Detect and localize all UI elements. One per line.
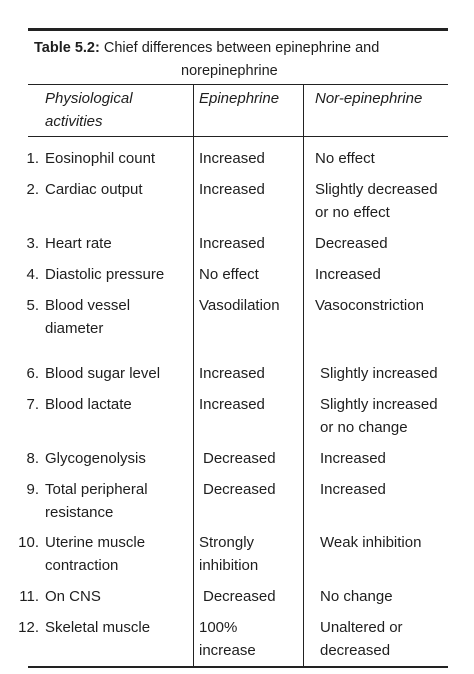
table-label: Table 5.2: <box>34 40 100 56</box>
rule <box>28 84 448 85</box>
norepinephrine-effect: No effect <box>315 150 375 167</box>
norepinephrine-effect: Increased <box>315 266 381 283</box>
epinephrine-effect: Decreased <box>203 481 276 498</box>
row-number: 7. <box>26 396 39 413</box>
activity: On CNS <box>45 588 101 605</box>
epinephrine-effect: Decreased <box>203 588 276 605</box>
top-rule <box>28 28 448 31</box>
activity: Uterine muscle <box>45 534 146 551</box>
column-header: Epinephrine <box>199 90 280 107</box>
norepinephrine-effect: Slightly increased <box>320 365 438 382</box>
row-number: 11. <box>19 588 39 605</box>
epinephrine-effect: Increased <box>199 150 265 167</box>
column-header: activities <box>45 113 103 130</box>
column-rule <box>193 84 194 666</box>
epinephrine-effect: increase <box>199 642 256 659</box>
norepinephrine-effect: Slightly increased <box>320 396 438 413</box>
activity: contraction <box>45 557 119 574</box>
column-rule <box>303 84 304 666</box>
activity: Blood sugar level <box>45 365 161 382</box>
table-caption: Chief differences between epinephrine an… <box>103 40 380 56</box>
activity: resistance <box>45 504 114 521</box>
norepinephrine-effect: Increased <box>320 450 386 467</box>
row-number: 12. <box>18 619 39 636</box>
norepinephrine-effect: No change <box>320 588 393 605</box>
row-number: 9. <box>26 481 39 498</box>
activity: Skeletal muscle <box>45 619 151 636</box>
activity: Blood vessel <box>45 297 131 314</box>
activity: diameter <box>45 320 104 337</box>
norepinephrine-effect: decreased <box>320 642 391 659</box>
epinephrine-effect: Decreased <box>203 450 276 467</box>
epinephrine-effect: 100% <box>199 619 238 636</box>
activity: Diastolic pressure <box>45 266 165 283</box>
norepinephrine-effect: or no effect <box>315 204 390 221</box>
norepinephrine-effect: Increased <box>320 481 386 498</box>
norepinephrine-effect: Unaltered or <box>320 619 403 636</box>
row-number: 1. <box>26 150 39 167</box>
epinephrine-effect: Vasodilation <box>199 297 280 314</box>
epinephrine-effect: Increased <box>199 365 265 382</box>
norepinephrine-effect: Decreased <box>315 235 388 252</box>
column-header: Physiological <box>45 90 133 107</box>
table-title: Table 5.2: Chief differences between epi… <box>34 37 379 60</box>
norepinephrine-effect: or no change <box>320 419 408 436</box>
rule <box>28 136 448 137</box>
norepinephrine-effect: Weak inhibition <box>320 534 422 551</box>
epinephrine-effect: Increased <box>199 396 265 413</box>
row-number: 3. <box>26 235 39 252</box>
row-number: 6. <box>26 365 39 382</box>
table-caption: norepinephrine <box>181 63 278 79</box>
row-number: 4. <box>26 266 39 283</box>
column-header: Nor-epinephrine <box>315 90 423 107</box>
epinephrine-effect: Strongly <box>199 534 255 551</box>
row-number: 2. <box>26 181 39 198</box>
row-number: 8. <box>26 450 39 467</box>
activity: Blood lactate <box>45 396 132 413</box>
epinephrine-effect: inhibition <box>199 557 259 574</box>
row-number: 5. <box>26 297 39 314</box>
epinephrine-effect: Increased <box>199 235 265 252</box>
activity: Glycogenolysis <box>45 450 146 467</box>
activity: Cardiac output <box>45 181 143 198</box>
activity: Total peripheral <box>45 481 148 498</box>
row-number: 10. <box>18 534 39 551</box>
epinephrine-effect: Increased <box>199 181 265 198</box>
activity: Heart rate <box>45 235 112 252</box>
bottom-rule <box>28 666 448 668</box>
activity: Eosinophil count <box>45 150 156 167</box>
norepinephrine-effect: Vasoconstriction <box>315 297 424 314</box>
norepinephrine-effect: Slightly decreased <box>315 181 438 198</box>
epinephrine-effect: No effect <box>199 266 259 283</box>
